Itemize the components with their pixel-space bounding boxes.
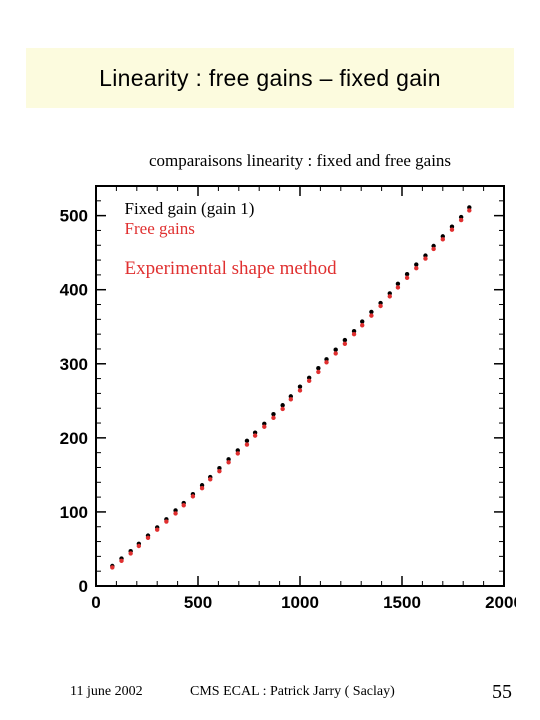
linearity-chart: comparaisons linearity : fixed and free … [26, 144, 516, 644]
footer-date: 11 june 2002 [70, 684, 143, 700]
chart-svg: comparaisons linearity : fixed and free … [26, 144, 516, 644]
svg-text:400: 400 [60, 281, 88, 300]
svg-text:300: 300 [60, 355, 88, 374]
svg-text:comparaisons linearity : fixed: comparaisons linearity : fixed and free … [149, 151, 451, 170]
svg-text:2000: 2000 [485, 593, 516, 612]
svg-text:1000: 1000 [281, 593, 319, 612]
svg-text:200: 200 [60, 429, 88, 448]
svg-text:Free gains: Free gains [125, 219, 195, 238]
slide-page: Linearity : free gains – fixed gain comp… [0, 0, 540, 720]
page-number: 55 [492, 681, 512, 704]
footer-center: CMS ECAL : Patrick Jarry ( Saclay) [190, 684, 395, 700]
title-band: Linearity : free gains – fixed gain [26, 48, 514, 108]
slide-title: Linearity : free gains – fixed gain [99, 65, 441, 92]
svg-text:500: 500 [184, 593, 212, 612]
svg-text:0: 0 [91, 593, 100, 612]
svg-text:1500: 1500 [383, 593, 421, 612]
footer: 11 june 2002 CMS ECAL : Patrick Jarry ( … [0, 676, 540, 700]
svg-text:Fixed gain (gain 1): Fixed gain (gain 1) [125, 199, 255, 218]
svg-text:Experimental shape method: Experimental shape method [125, 258, 338, 279]
svg-text:500: 500 [60, 207, 88, 226]
svg-text:100: 100 [60, 503, 88, 522]
svg-text:0: 0 [79, 577, 88, 596]
